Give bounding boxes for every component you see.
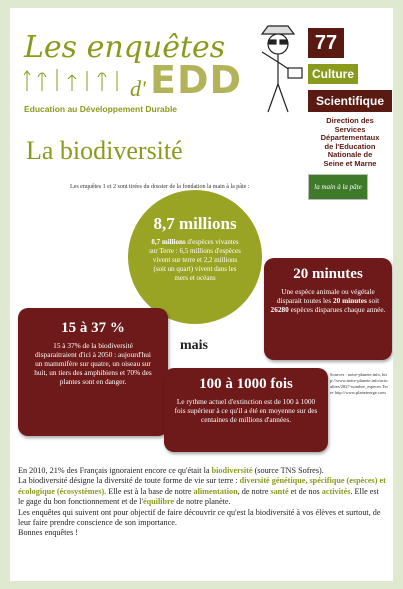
badge-number: 77	[308, 28, 344, 58]
paragraph: Les enquêtes qui suivent ont pour object…	[18, 508, 386, 529]
sources: Sources : notre-planete.info, http://www…	[330, 372, 388, 396]
text: , de notre	[238, 487, 271, 496]
highlight: biodiversité	[212, 466, 253, 475]
source-line: Les enquêtes 1 et 2 sont tirées du dossi…	[70, 184, 249, 190]
main-title: La biodiversité	[26, 136, 183, 166]
direction-line: Seine et Marne	[308, 160, 392, 169]
info-box: 20 minutes Une espèce animale ou végétal…	[264, 258, 392, 360]
text: (source TNS Sofres).	[253, 466, 324, 475]
box-text-part: espèces disparues chaque année.	[289, 305, 386, 314]
plants-drawing	[22, 63, 132, 93]
box-text: 15 à 37% de la biodiversité disparaitrai…	[18, 341, 168, 386]
text: Elle est à la base de notre	[106, 487, 193, 496]
box-title: 20 minutes	[264, 266, 392, 283]
highlight: santé	[270, 487, 288, 496]
badge-line1: Culture	[308, 64, 358, 84]
text: et de nos	[289, 487, 322, 496]
box-text: Une espèce animale ou végétale disparait…	[264, 287, 392, 314]
logo: la main à la pâte	[308, 174, 368, 200]
box-text-bold: 26280	[271, 305, 289, 314]
box-text-bold: 8,7 millions	[151, 238, 185, 246]
body-text: En 2010, 21% des Français ignoraient enc…	[18, 466, 386, 539]
highlight: alimentation	[194, 487, 238, 496]
box-text-part: soit	[367, 296, 379, 305]
text: de notre planète.	[174, 497, 230, 506]
info-box: 15 à 37 % 15 à 37% de la biodiversité di…	[18, 308, 168, 436]
page-root: Les enquêtes d' EDD Education au Dévelop…	[0, 0, 403, 589]
box-text: 8,7 millions d'espèces vivantes sur Terr…	[128, 238, 262, 283]
header-edd: EDD	[150, 58, 242, 102]
box-title: 15 à 37 %	[18, 320, 168, 337]
paragraph: Bonnes enquêtes !	[18, 528, 386, 538]
header-subtitle: Education au Développement Durable	[24, 104, 177, 114]
circle-box: 8,7 millions 8,7 millions d'espèces viva…	[128, 190, 262, 324]
box-title: 100 à 1000 fois	[164, 376, 328, 393]
box-text-bold: 20 minutes	[333, 296, 367, 305]
highlight: équilibre	[143, 497, 174, 506]
header-title-2: d'	[130, 76, 146, 102]
box-text: Le rythme actuel d'extinction est de 100…	[164, 397, 328, 424]
highlight: activités	[322, 487, 351, 496]
paragraph: La biodiversité désigne la diversité de …	[18, 476, 386, 507]
cartoon-figure	[248, 22, 308, 117]
paragraph: En 2010, 21% des Français ignoraient enc…	[18, 466, 386, 476]
poster: Les enquêtes d' EDD Education au Dévelop…	[10, 8, 393, 581]
connector: mais	[180, 338, 208, 354]
text: En 2010, 21% des Français ignoraient enc…	[18, 466, 212, 475]
box-title: 8,7 millions	[128, 214, 262, 234]
text: La biodiversité désigne la diversité de …	[18, 476, 240, 485]
badge-line2: Scientifique	[308, 90, 392, 112]
info-box: 100 à 1000 fois Le rythme actuel d'extin…	[164, 368, 328, 452]
